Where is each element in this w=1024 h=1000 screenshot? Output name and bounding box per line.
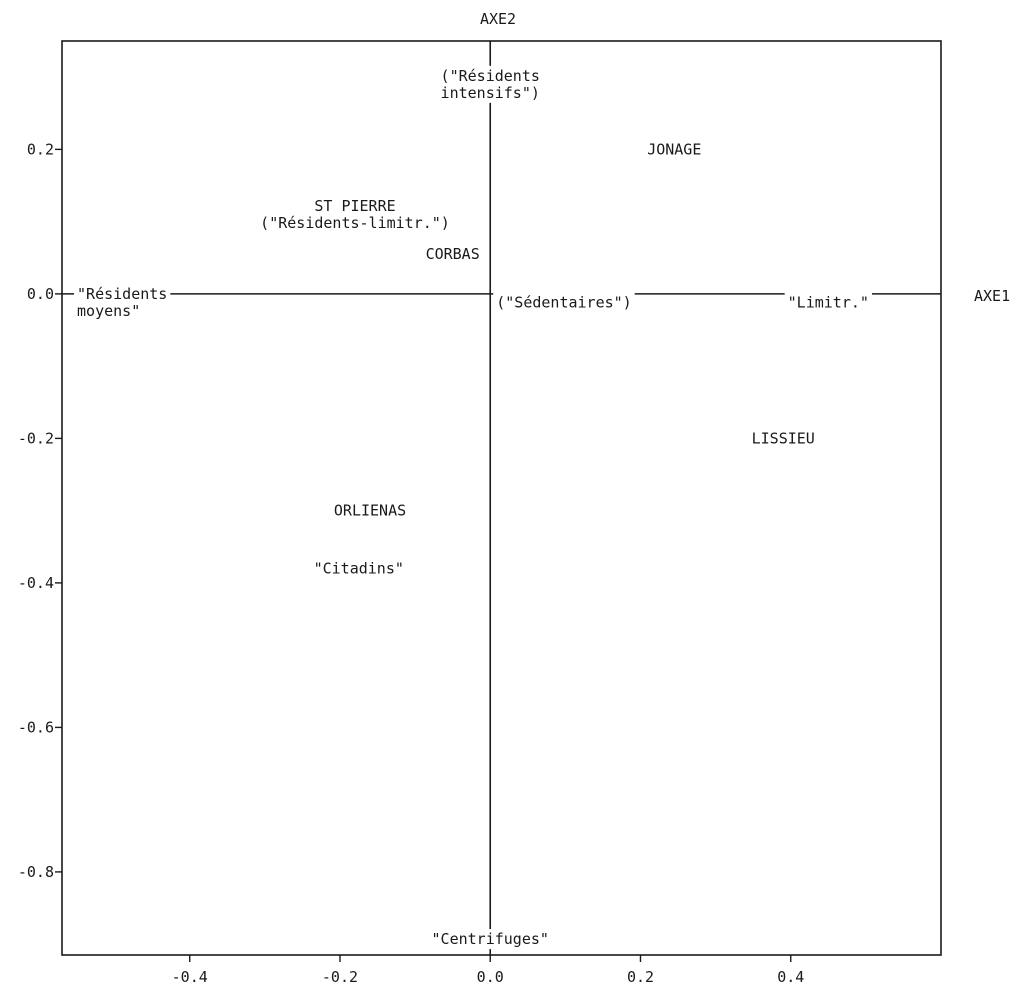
- point-label-line: JONAGE: [647, 140, 701, 158]
- point-label: ST PIERRE ("Résidents-limitr."): [260, 197, 450, 232]
- y-tick-label: 0.2: [27, 140, 54, 158]
- point-label: "Centrifuges": [432, 930, 549, 948]
- point-label: "Limitr.": [788, 294, 869, 312]
- point-label-line: ("Sédentaires"): [496, 294, 631, 312]
- point-label-line: "Limitr.": [788, 294, 869, 312]
- point-label-line: moyens": [77, 302, 140, 320]
- point-label-background: [257, 195, 453, 233]
- x-tick-label: -0.2: [322, 968, 358, 986]
- point-label-line: CORBAS: [426, 245, 480, 263]
- y-tick-label: -0.2: [18, 429, 54, 447]
- point-label-background: [310, 558, 407, 579]
- point-label: "Résidents moyens": [77, 285, 167, 320]
- point-label-line: ("Résidents: [441, 67, 540, 85]
- point-label-line: LISSIEU: [752, 429, 815, 447]
- point-label-background: [437, 65, 543, 103]
- y-axis-title: AXE2: [480, 10, 516, 28]
- x-tick-label: 0.4: [777, 968, 804, 986]
- point-label: JONAGE: [647, 140, 701, 158]
- point-label-background: [428, 929, 552, 950]
- point-label-background: [330, 500, 410, 521]
- point-label: ("Résidents intensifs"): [441, 67, 540, 102]
- point-label: ("Sédentaires"): [496, 294, 631, 312]
- x-tick-label: 0.2: [627, 968, 654, 986]
- point-label-background: [493, 292, 635, 313]
- point-label-background: [422, 244, 483, 265]
- y-tick-label: -0.8: [18, 863, 54, 881]
- x-axis-title: AXE1: [974, 287, 1010, 305]
- point-label-line: intensifs"): [441, 84, 540, 102]
- y-tick-label: -0.6: [18, 718, 54, 736]
- point-label: LISSIEU: [752, 429, 815, 447]
- point-label-line: ST PIERRE: [314, 197, 395, 215]
- plot-frame: [61, 40, 942, 956]
- point-label: ORLIENAS: [334, 502, 406, 520]
- point-label-line: "Centrifuges": [432, 930, 549, 948]
- tick-layer: -0.4 -0.2 0.0 0.2 0.4 0.2 0.0 -0.2 -0.4 -0.6 -0.8: [18, 140, 804, 986]
- point-label-background: [748, 428, 818, 449]
- point-label-background: [644, 139, 705, 160]
- point-label-background: [74, 284, 171, 322]
- x-tick-label: 0.0: [477, 968, 504, 986]
- point-label-line: ORLIENAS: [334, 502, 406, 520]
- x-tick-label: -0.4: [172, 968, 208, 986]
- y-tick-label: -0.4: [18, 574, 54, 592]
- y-tick-label: 0.0: [27, 285, 54, 303]
- point-label: CORBAS: [426, 245, 480, 263]
- point-label-background: [784, 292, 872, 313]
- point-label: "Citadins": [314, 559, 404, 577]
- point-label-line: "Citadins": [314, 559, 404, 577]
- point-label-line: "Résidents: [77, 285, 167, 303]
- point-label-line: ("Résidents-limitr."): [260, 214, 450, 232]
